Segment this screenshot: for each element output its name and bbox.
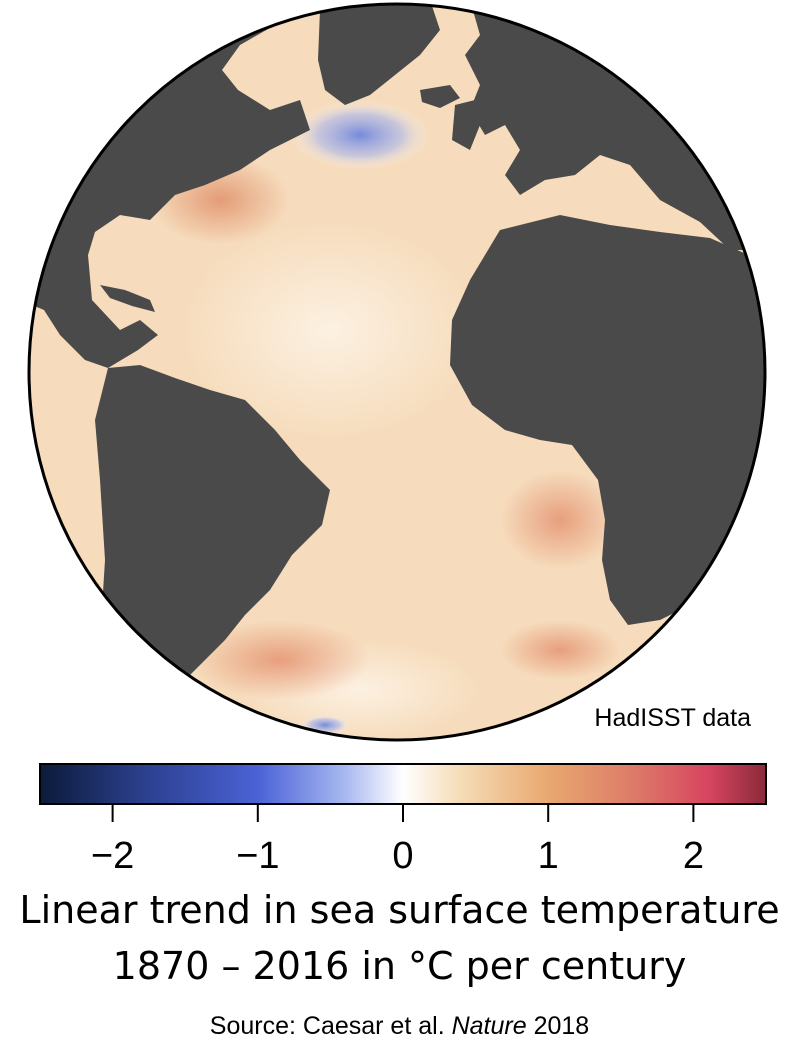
globe-svg bbox=[27, 2, 767, 742]
colorbar-tick-label: −1 bbox=[236, 835, 279, 877]
warm-anomaly-region bbox=[190, 620, 370, 700]
greenland bbox=[318, 4, 440, 105]
globe-outline bbox=[27, 2, 767, 742]
colorbar-svg: −2 −1 0 1 2 bbox=[39, 763, 767, 877]
colorbar: −2 −1 0 1 2 bbox=[39, 763, 767, 884]
colorbar-tick-label: −2 bbox=[91, 835, 134, 877]
caribbean-islands bbox=[100, 285, 155, 312]
caption-line-2: 1870 – 2016 in °C per century bbox=[112, 944, 687, 988]
globe-map: HadISST data bbox=[27, 2, 767, 742]
africa bbox=[450, 215, 765, 625]
iceland bbox=[420, 85, 460, 108]
colorbar-gradient bbox=[39, 763, 767, 805]
citation-prefix: Source: Caesar et al. bbox=[209, 1012, 452, 1040]
british-isles bbox=[452, 100, 480, 150]
warm-anomaly-region bbox=[500, 470, 620, 570]
data-source-label: HadISST data bbox=[594, 704, 751, 732]
citation: Source: Caesar et al. Nature 2018 bbox=[0, 1012, 799, 1041]
caption-line-1: Linear trend in sea surface temperature bbox=[19, 888, 780, 932]
warm-anomaly-region bbox=[500, 620, 620, 680]
colorbar-tick-label: 0 bbox=[392, 835, 413, 877]
cool-anomaly-region bbox=[290, 100, 430, 170]
colorbar-tick-label: 1 bbox=[538, 835, 559, 877]
pale-anomaly-region bbox=[180, 220, 480, 440]
citation-year: 2018 bbox=[526, 1012, 590, 1040]
south-america bbox=[95, 365, 330, 720]
colorbar-ticks: −2 −1 0 1 2 bbox=[91, 804, 704, 877]
citation-journal: Nature bbox=[451, 1012, 527, 1040]
colorbar-tick-label: 2 bbox=[683, 835, 704, 877]
